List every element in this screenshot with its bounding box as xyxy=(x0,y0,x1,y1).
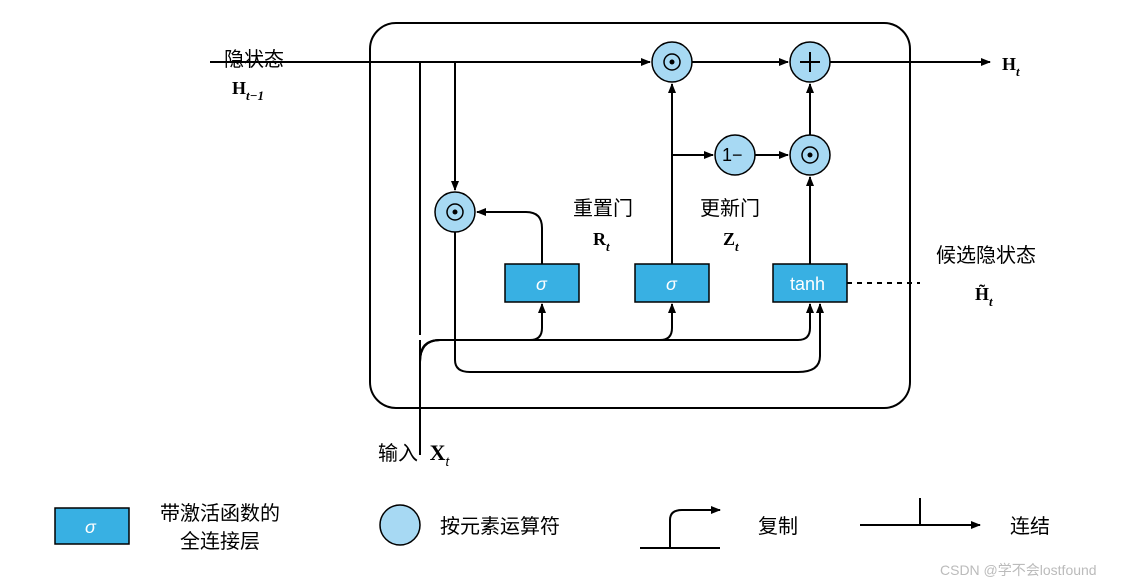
svg-text:复制: 复制 xyxy=(758,515,798,538)
label-h-prev: Ht−1 xyxy=(232,78,264,103)
label-hidden-state: 隐状态 xyxy=(224,48,284,71)
label-candidate: 候选隐状态 xyxy=(936,244,1036,267)
op-plus xyxy=(790,42,830,82)
block-sigma1-label: σ xyxy=(536,274,548,294)
svg-text:σ: σ xyxy=(85,517,97,537)
label-h-out: Ht xyxy=(1002,54,1020,79)
label-reset-gate: 重置门 xyxy=(573,197,633,220)
svg-text:全连接层: 全连接层 xyxy=(180,530,260,553)
gru-diagram: 隐状态 Ht−1 Ht 输入 Xt σ σ tanh xyxy=(0,0,1130,587)
label-input: 输入 Xt xyxy=(378,440,450,469)
label-update-gate: 更新门 xyxy=(700,197,760,220)
block-tanh-label: tanh xyxy=(790,274,825,294)
op-dot-z xyxy=(790,135,830,175)
op-dot-h xyxy=(652,42,692,82)
svg-text:1−: 1− xyxy=(722,145,743,165)
svg-text:按元素运算符: 按元素运算符 xyxy=(440,515,560,538)
legend: σ 带激活函数的 全连接层 按元素运算符 复制 连结 xyxy=(55,498,1050,553)
watermark: CSDN @学不会lostfound xyxy=(940,562,1097,578)
op-dot-r xyxy=(435,192,475,232)
op-one-minus: 1− xyxy=(715,135,755,175)
label-h-tilde: H̃t xyxy=(975,284,993,309)
svg-text:带激活函数的: 带激活函数的 xyxy=(160,502,280,525)
svg-text:连结: 连结 xyxy=(1010,515,1050,538)
block-sigma2-label: σ xyxy=(666,274,678,294)
